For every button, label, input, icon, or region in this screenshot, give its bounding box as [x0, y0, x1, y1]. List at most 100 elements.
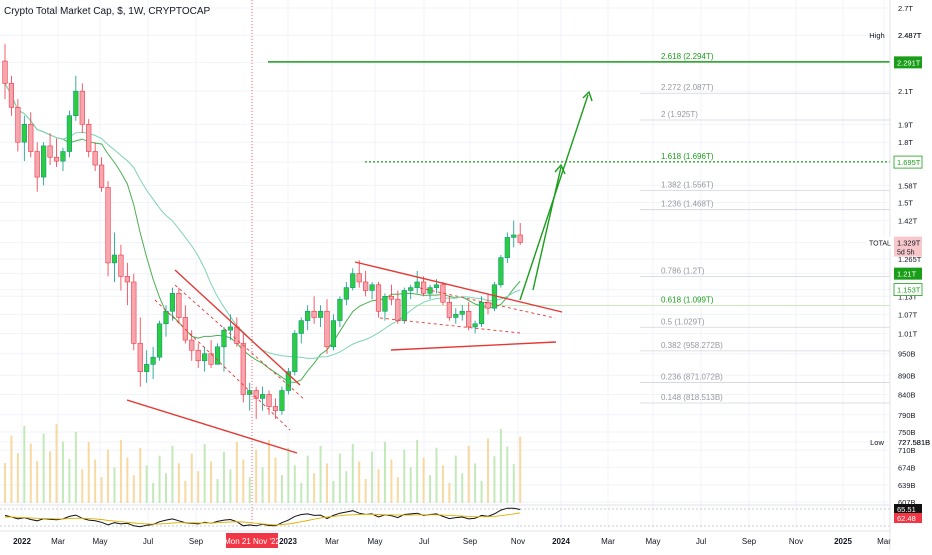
candle-body	[453, 314, 459, 318]
candle-body	[92, 151, 98, 166]
volume-bar	[242, 459, 245, 503]
candle-body	[446, 301, 452, 318]
volume-bar	[383, 441, 386, 503]
candle-body	[498, 257, 504, 286]
candle-body	[375, 284, 382, 312]
candle-body	[388, 295, 395, 300]
candle-body	[485, 301, 491, 309]
candle-body	[324, 310, 330, 348]
candle-body	[517, 234, 523, 243]
volume-bar	[255, 449, 258, 503]
y-tick-label: 750B	[898, 428, 916, 437]
badge-green-value: 2.291T	[897, 58, 921, 67]
badge-outline-bg	[893, 155, 923, 169]
candle-body	[259, 394, 266, 399]
fib-label: 2.272 (2.087T)	[661, 83, 714, 92]
volume-bar	[171, 445, 174, 503]
volume-bar	[74, 431, 77, 503]
candle-body	[176, 293, 182, 318]
candle-body	[285, 371, 291, 391]
badge-outline-bg	[893, 283, 923, 297]
volume-bar	[42, 433, 45, 503]
badge-current-bg	[894, 236, 922, 257]
volume-bar	[493, 456, 496, 503]
volume-bar	[81, 469, 84, 503]
volume-bar	[429, 475, 432, 503]
badge-value: 727.581B	[898, 438, 930, 447]
volume-bar	[145, 465, 148, 503]
badge-green-bg	[894, 56, 922, 69]
y-tick-label: 639B	[898, 481, 916, 490]
volume-bar	[519, 436, 522, 503]
x-tick-label: Jul	[419, 537, 429, 546]
volume-bar	[184, 481, 187, 503]
candle-body	[382, 295, 388, 312]
volume-bar	[319, 445, 322, 503]
candle-body	[363, 281, 369, 291]
fib-label: 0.618 (1.099T)	[661, 295, 714, 304]
x-tick-label: 2024	[552, 537, 570, 546]
volume-bar	[165, 473, 167, 503]
x-tick-label: 2023	[279, 537, 297, 546]
volume-bar	[177, 463, 180, 503]
y-tick-label: 890B	[898, 371, 916, 380]
volume-bar	[235, 441, 238, 503]
candle-body	[330, 320, 337, 348]
volume-bar	[139, 447, 142, 503]
x-tick-label: Sep	[463, 537, 478, 546]
crosshair-date-label: Mon 21 Nov '22	[224, 537, 280, 546]
volume-bar	[390, 459, 393, 503]
badge-outline-value: 1.153T	[897, 286, 921, 295]
volume-bar	[107, 449, 110, 503]
volume-bar	[280, 475, 283, 503]
volume-bar	[435, 447, 438, 503]
y-tick-label: 727.581B	[898, 438, 930, 447]
volume-bar	[287, 447, 290, 503]
candle-body	[478, 301, 485, 325]
volume-bar	[87, 441, 90, 503]
trendline	[174, 284, 306, 401]
badge-green-bg	[894, 267, 922, 280]
badge-label: High	[869, 31, 884, 40]
candle-body	[317, 310, 324, 318]
candle-body	[34, 151, 40, 178]
volume-bar	[293, 465, 296, 503]
volume-bar	[487, 438, 489, 503]
candle-body	[427, 287, 433, 294]
volume-bar	[416, 439, 419, 503]
candle-body	[137, 343, 143, 372]
volume-bar	[126, 457, 129, 503]
volume-bar	[10, 435, 13, 503]
candle-body	[459, 310, 465, 315]
volume-bar	[396, 477, 399, 503]
volume-bar	[422, 457, 425, 503]
volume-bar	[274, 457, 277, 503]
y-tick-label: 1.9T	[898, 120, 913, 129]
volume-bar	[467, 445, 470, 503]
candle-body	[195, 349, 201, 362]
volume-bar	[351, 443, 354, 503]
candle-body	[21, 124, 27, 143]
trendline	[354, 261, 563, 313]
y-tick-label: 674B	[898, 463, 916, 472]
candle-body	[73, 90, 79, 117]
rsi-badge-bg	[894, 504, 922, 514]
trendline	[174, 269, 301, 386]
candle-body	[369, 284, 375, 291]
x-tick-label: Jul	[696, 537, 706, 546]
volume-bar	[94, 459, 97, 503]
volume-bar	[338, 453, 341, 503]
x-tick-label: 2025	[834, 537, 852, 546]
trendline	[126, 399, 298, 454]
projection-arrow-lower	[532, 166, 562, 291]
volume-bar	[364, 479, 367, 503]
volume-bar	[506, 446, 509, 503]
rsi-line	[5, 512, 521, 526]
y-tick-label: 1.42T	[898, 217, 918, 226]
candle-body	[504, 237, 510, 258]
volume-bar	[197, 471, 200, 503]
candle-body	[311, 310, 317, 318]
volume-bar	[216, 479, 219, 503]
